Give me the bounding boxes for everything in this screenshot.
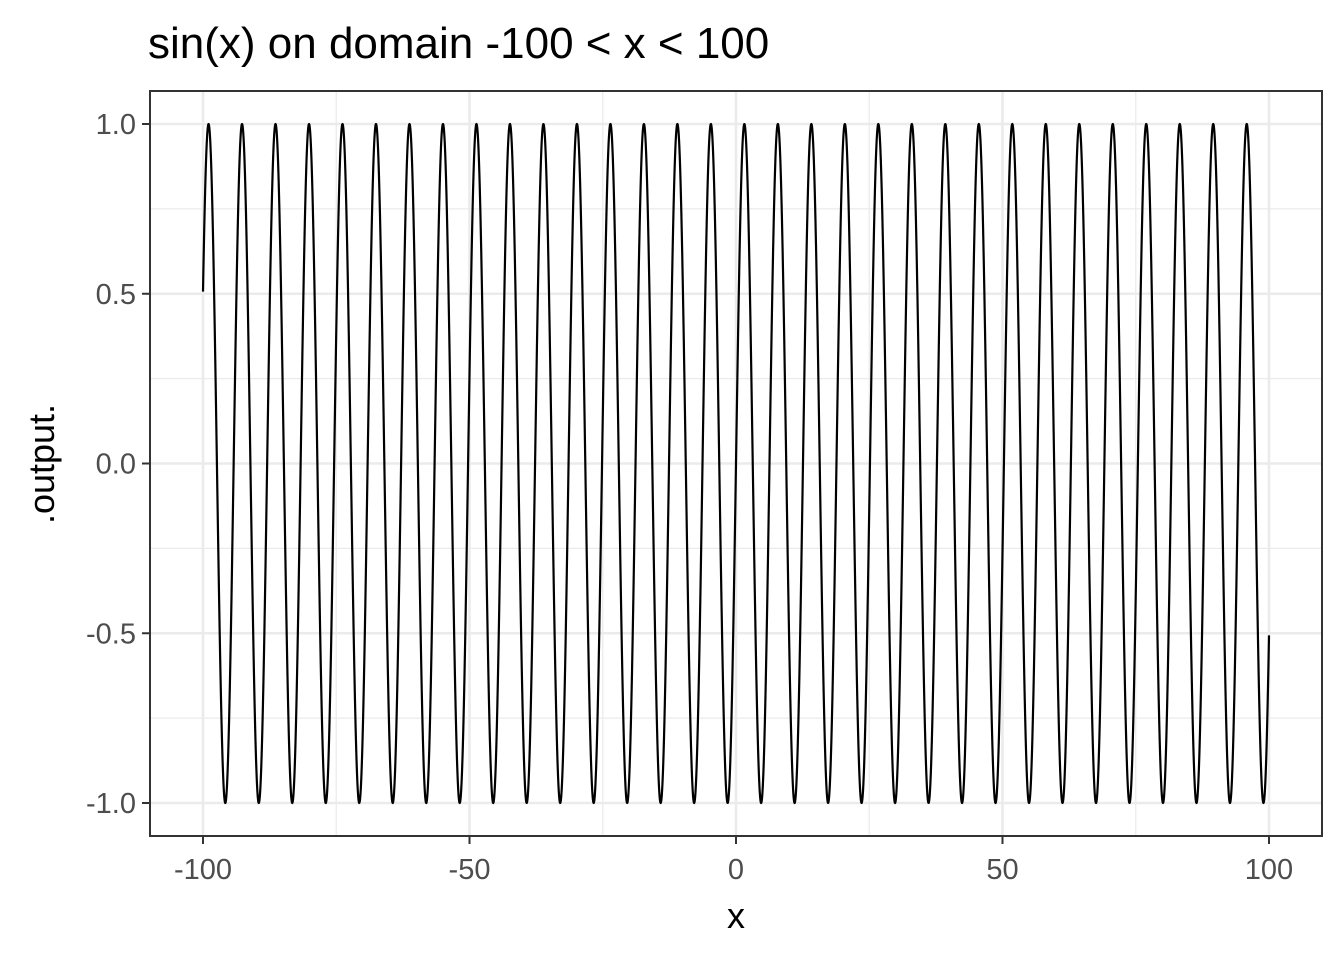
axis-ticks [142, 123, 1270, 844]
x-tick-label: 50 [986, 854, 1018, 886]
y-axis-title: .output. [21, 404, 62, 524]
x-tick-label: -100 [174, 854, 232, 886]
x-tick-label: 100 [1245, 854, 1293, 886]
y-tick-label: -0.5 [86, 618, 136, 650]
axis-tick-labels: -100 -50 0 50 100 -1.0 -0.5 0.0 0.5 1.0 [86, 109, 1293, 886]
x-axis-title: x [727, 895, 745, 936]
series-layer [201, 122, 1271, 805]
series-line-sin [201, 122, 1271, 805]
chart-title: sin(x) on domain -100 < x < 100 [148, 19, 769, 68]
y-tick-label: -1.0 [86, 788, 136, 820]
grid [150, 91, 1322, 836]
x-tick-label: -50 [449, 854, 491, 886]
x-tick-label: 0 [728, 854, 744, 886]
y-tick-label: 0.0 [96, 449, 136, 481]
y-tick-label: 0.5 [96, 279, 136, 311]
y-tick-label: 1.0 [96, 109, 136, 141]
